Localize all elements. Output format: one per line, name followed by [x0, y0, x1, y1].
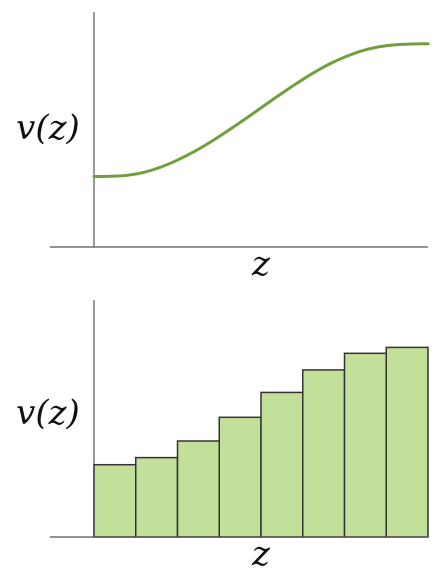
bar-chart-panel: v(z) z: [16, 300, 429, 574]
bar-series: [93, 346, 429, 538]
line-chart-panel: v(z) z: [16, 12, 430, 284]
bar-1: [93, 463, 137, 538]
bar-3: [176, 440, 220, 538]
bar-7: [343, 352, 387, 538]
bar-6: [302, 369, 346, 538]
line-chart-y-axis-label: v(z): [16, 108, 80, 148]
bar-5: [260, 391, 304, 538]
bar-chart-y-axis-label: v(z): [16, 393, 80, 433]
bar-4: [218, 416, 262, 538]
line-chart-x-axis-label: z: [251, 244, 271, 284]
bar-chart-x-axis-label: z: [251, 534, 271, 574]
line-series-curve: [92, 42, 430, 178]
bar-2: [135, 456, 179, 538]
bar-8: [385, 346, 429, 538]
